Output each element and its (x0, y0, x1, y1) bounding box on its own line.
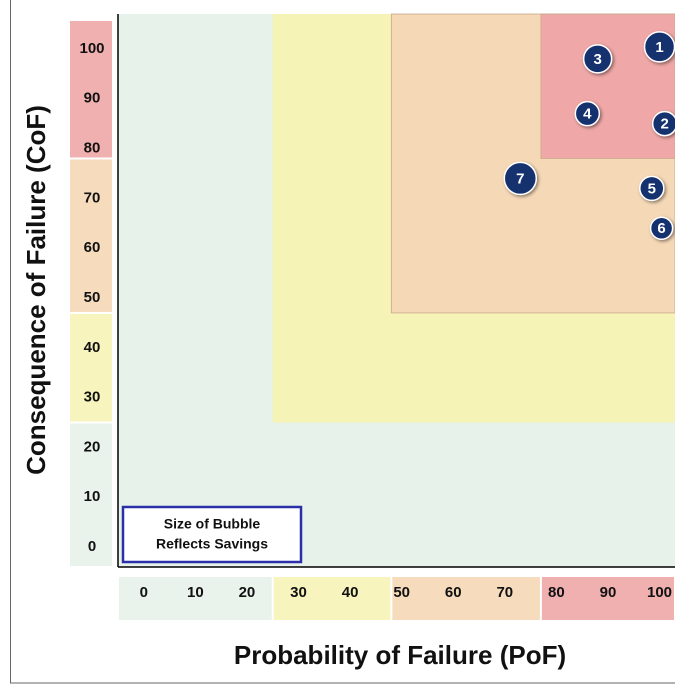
bubble-label: 4 (583, 106, 592, 123)
bubble-label: 1 (655, 39, 663, 56)
x-tick-label: 40 (342, 584, 359, 601)
x-tick-label: 20 (239, 584, 256, 601)
y-tick-label: 40 (84, 339, 101, 356)
bubble-label: 5 (648, 180, 656, 197)
x-tick-label: 90 (600, 584, 617, 601)
note-text: Size of Bubble (164, 516, 261, 532)
y-tick-label: 30 (84, 389, 101, 406)
x-tick-label: 100 (647, 584, 672, 601)
x-tick-label: 70 (496, 584, 513, 601)
x-tick-label: 80 (548, 584, 565, 601)
note-text: Reflects Savings (156, 536, 268, 552)
y-tick-label: 100 (79, 40, 104, 57)
x-tick-label: 10 (187, 584, 204, 601)
x-strip (392, 577, 540, 620)
x-tick-label: 60 (445, 584, 462, 601)
bubble-label: 7 (516, 170, 524, 187)
y-tick-label: 80 (84, 139, 101, 156)
y-tick-label: 0 (88, 538, 96, 555)
y-axis-title: Consequence of Failure (CoF) (21, 105, 51, 475)
bubble-label: 3 (593, 51, 601, 68)
x-tick-label: 30 (290, 584, 307, 601)
y-tick-label: 60 (84, 239, 101, 256)
y-tick-label: 20 (84, 438, 101, 455)
bubble-label: 2 (661, 116, 669, 133)
y-tick-label: 50 (84, 289, 101, 306)
x-axis-title: Probability of Failure (PoF) (234, 640, 566, 670)
x-tick-label: 50 (393, 584, 410, 601)
x-tick-label: 0 (140, 584, 148, 601)
bubble-label: 6 (657, 220, 665, 237)
y-tick-label: 70 (84, 189, 101, 206)
y-tick-label: 90 (84, 90, 101, 107)
y-tick-label: 10 (84, 488, 101, 505)
